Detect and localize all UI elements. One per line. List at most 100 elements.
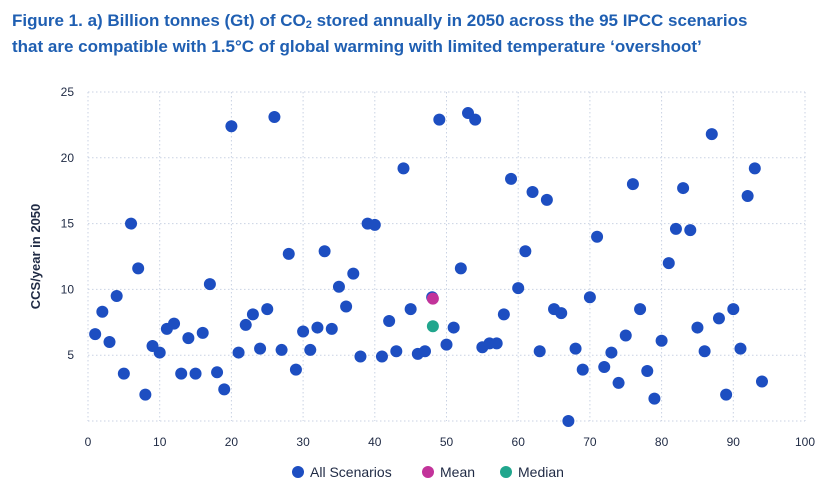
- all-scenarios-point: [139, 388, 152, 401]
- all-scenarios-point: [211, 366, 224, 379]
- all-scenarios-point: [168, 317, 181, 330]
- legend-label-mean: Mean: [440, 464, 475, 480]
- y-tick-label: 5: [67, 348, 74, 362]
- x-tick-label: 100: [795, 435, 815, 449]
- all-scenarios-point: [612, 376, 625, 389]
- all-scenarios-point: [225, 120, 238, 133]
- all-scenarios-point: [182, 332, 195, 345]
- all-scenarios-point: [540, 193, 553, 206]
- all-scenarios-point: [96, 305, 109, 318]
- all-scenarios-point: [383, 314, 396, 327]
- all-scenarios-point: [282, 247, 295, 260]
- all-scenarios-point: [318, 245, 331, 258]
- y-tick-label: 10: [61, 282, 75, 296]
- all-scenarios-point: [246, 308, 259, 321]
- all-scenarios-point: [583, 291, 596, 304]
- all-scenarios-point: [218, 383, 231, 396]
- all-scenarios-point: [347, 267, 360, 280]
- title-text-after-subscript: stored annually in 2050 across the 95 IP…: [311, 11, 748, 30]
- legend-marker-all-scenarios: [292, 466, 304, 478]
- all-scenarios-point: [662, 257, 675, 270]
- all-scenarios-point: [325, 322, 338, 335]
- all-scenarios-point: [132, 262, 145, 275]
- mean-point: [426, 292, 439, 305]
- grid-lines: [87, 91, 806, 422]
- all-scenarios-point: [311, 321, 324, 334]
- all-scenarios-point: [497, 308, 510, 321]
- all-scenarios-point: [712, 312, 725, 325]
- all-scenarios-point: [261, 303, 274, 316]
- all-scenarios-point: [117, 367, 130, 380]
- all-scenarios-point: [375, 350, 388, 363]
- figure-title-line-1: Figure 1. a) Billion tonnes (Gt) of CO2 …: [12, 8, 824, 34]
- all-scenarios-point: [698, 345, 711, 358]
- all-scenarios-point: [404, 303, 417, 316]
- all-scenarios-point: [354, 350, 367, 363]
- x-tick-label: 0: [85, 435, 92, 449]
- all-scenarios-point: [505, 172, 518, 185]
- all-scenarios-point: [203, 278, 216, 291]
- all-scenarios-point: [727, 303, 740, 316]
- y-tick-label: 20: [61, 151, 75, 165]
- all-scenarios-point: [332, 280, 345, 293]
- all-scenarios-point: [239, 318, 252, 331]
- all-scenarios-point: [390, 345, 403, 358]
- all-scenarios-point: [519, 245, 532, 258]
- axis-ticks: 0 10 20 30 40 50 60 70 80 90 100 5 10 15 20 25: [61, 85, 816, 449]
- all-scenarios-point: [576, 363, 589, 376]
- all-scenarios-point: [755, 375, 768, 388]
- all-scenarios-point: [720, 388, 733, 401]
- all-scenarios-point: [368, 218, 381, 231]
- y-tick-label: 25: [61, 85, 75, 99]
- all-scenarios-point: [275, 343, 288, 356]
- all-scenarios-point: [454, 262, 467, 275]
- all-scenarios-point: [734, 342, 747, 355]
- median-point: [426, 320, 439, 333]
- all-scenarios-point: [289, 363, 302, 376]
- legend-label-all-scenarios: All Scenarios: [310, 464, 392, 480]
- all-scenarios-point: [641, 364, 654, 377]
- all-scenarios-point: [677, 182, 690, 195]
- all-scenarios-point: [669, 222, 682, 235]
- all-scenarios-point: [103, 336, 116, 349]
- all-scenarios-point: [533, 345, 546, 358]
- all-scenarios-point: [196, 326, 209, 339]
- all-scenarios-point: [512, 282, 525, 295]
- figure-title-line-2: that are compatible with 1.5°C of global…: [12, 37, 702, 56]
- all-scenarios-point: [555, 307, 568, 320]
- all-scenarios-point: [297, 325, 310, 338]
- all-scenarios-point: [648, 392, 661, 405]
- all-scenarios-point: [741, 189, 754, 202]
- all-scenarios-point: [655, 334, 668, 347]
- all-scenarios-point: [591, 230, 604, 243]
- all-scenarios-point: [304, 343, 317, 356]
- title-subscript: 2: [305, 19, 312, 31]
- all-scenarios-point: [526, 186, 539, 199]
- all-scenarios-point: [684, 224, 697, 237]
- all-scenarios-point: [175, 367, 188, 380]
- all-scenarios-point: [153, 346, 166, 359]
- all-scenarios-point: [447, 321, 460, 334]
- x-tick-label: 60: [512, 435, 526, 449]
- legend-label-median: Median: [518, 464, 564, 480]
- x-tick-label: 50: [440, 435, 454, 449]
- all-scenarios-point: [626, 178, 639, 191]
- all-scenarios-point: [605, 346, 618, 359]
- all-scenarios-point: [569, 342, 582, 355]
- all-scenarios-point: [418, 345, 431, 358]
- legend-marker-median: [500, 466, 512, 478]
- all-scenarios-point: [397, 162, 410, 175]
- x-tick-label: 10: [153, 435, 167, 449]
- all-scenarios-point: [598, 361, 611, 374]
- all-scenarios-point: [125, 217, 138, 230]
- all-scenarios-point: [440, 338, 453, 351]
- x-tick-label: 20: [225, 435, 239, 449]
- title-text-before-subscript: Figure 1. a) Billion tonnes (Gt) of CO: [12, 11, 306, 30]
- x-tick-label: 40: [368, 435, 382, 449]
- all-scenarios-point: [254, 342, 267, 355]
- x-tick-label: 70: [583, 435, 597, 449]
- all-scenarios-point: [433, 113, 446, 126]
- y-tick-label: 15: [61, 217, 75, 231]
- all-scenarios-point: [619, 329, 632, 342]
- all-scenarios-point: [634, 303, 647, 316]
